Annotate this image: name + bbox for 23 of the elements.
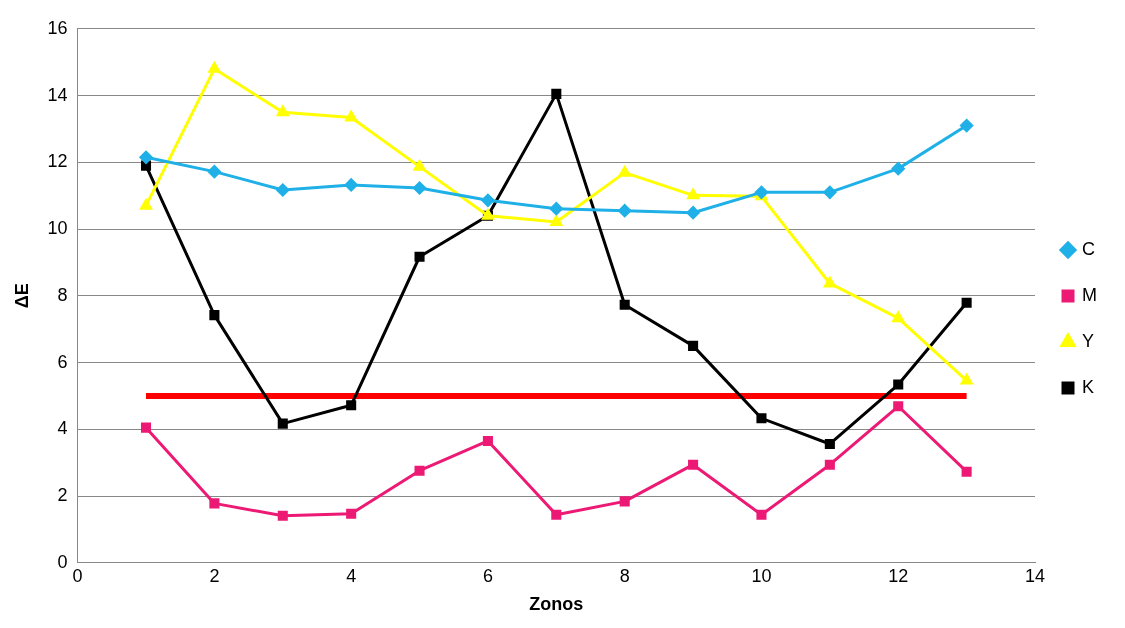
y-tick-label: 8 bbox=[57, 284, 68, 305]
legend-label: Y bbox=[1082, 330, 1095, 351]
x-tick-label: 8 bbox=[619, 565, 630, 586]
legend-label: M bbox=[1082, 284, 1098, 305]
y-tick-label: 4 bbox=[57, 418, 68, 439]
x-tick-label: 4 bbox=[346, 565, 357, 586]
y-tick-label: 16 bbox=[47, 17, 68, 38]
y-tick-label: 14 bbox=[47, 84, 68, 105]
y-tick-label: 10 bbox=[47, 218, 68, 239]
y-tick-label: 2 bbox=[57, 485, 68, 506]
x-tick-label: 12 bbox=[888, 565, 909, 586]
y-tick-label: 12 bbox=[47, 151, 68, 172]
x-tick-label: 0 bbox=[72, 565, 83, 586]
y-tick-label: 6 bbox=[57, 351, 68, 372]
x-tick-label: 10 bbox=[751, 565, 772, 586]
x-tick-label: 2 bbox=[209, 565, 220, 586]
legend-label: C bbox=[1082, 238, 1096, 259]
x-tick-label: 14 bbox=[1024, 565, 1046, 586]
x-axis-title: Zonos bbox=[529, 594, 584, 615]
x-tick-label: 6 bbox=[482, 565, 493, 586]
legend-label: K bbox=[1082, 376, 1095, 397]
y-tick-label: 0 bbox=[57, 551, 68, 572]
y-axis-title: ΔE bbox=[11, 283, 32, 309]
